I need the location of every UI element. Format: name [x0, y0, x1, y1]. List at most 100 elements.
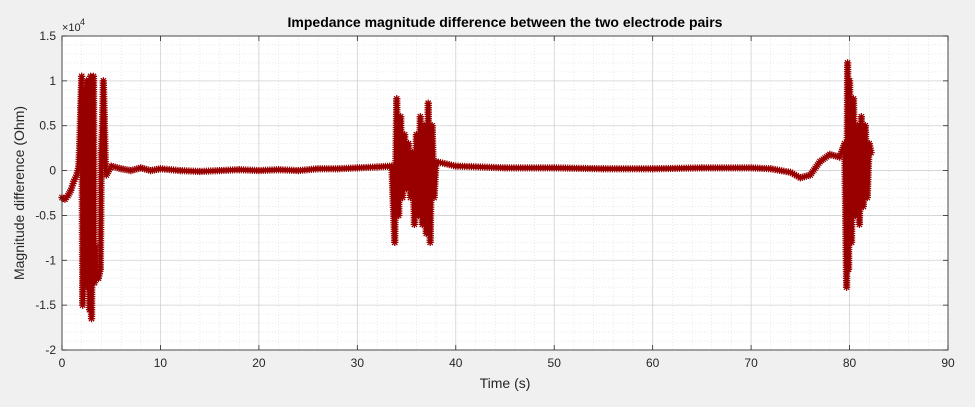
- x-tick-label: 90: [941, 356, 955, 370]
- data-point: [861, 122, 869, 130]
- data-point: [235, 166, 243, 174]
- data-point: [176, 166, 184, 175]
- data-point: [395, 211, 403, 220]
- data-point: [424, 99, 432, 107]
- data-point: [117, 165, 125, 173]
- data-point: [215, 166, 224, 175]
- data-point: [430, 193, 438, 202]
- x-tick-label: 30: [351, 356, 365, 370]
- data-point: [100, 113, 108, 121]
- data-point: [826, 150, 834, 159]
- x-tick-label: 40: [449, 356, 463, 370]
- data-point: [314, 165, 322, 173]
- data-point: [432, 158, 440, 166]
- plot-area: [62, 36, 948, 350]
- x-tick-label: 60: [646, 356, 660, 370]
- data-point: [388, 162, 396, 170]
- data-point: [865, 140, 873, 148]
- x-tick-label: 20: [252, 356, 266, 370]
- data-point: [84, 95, 93, 103]
- data-point: [841, 140, 849, 148]
- data-point: [599, 165, 608, 173]
- data-point: [274, 166, 283, 174]
- y-tick-label: 1: [49, 74, 56, 88]
- x-tick-labels: 0 10 20 30 40 50 60 70 80 90: [59, 356, 955, 370]
- data-point: [196, 167, 204, 176]
- data-point: [87, 315, 96, 323]
- data-point: [796, 174, 804, 182]
- data-point: [649, 165, 657, 173]
- data-point: [410, 220, 419, 228]
- data-point: [851, 211, 860, 220]
- data-point: [76, 140, 84, 148]
- y-tick-label: -0.5: [35, 208, 56, 222]
- data-segment: [698, 164, 753, 172]
- data-point: [863, 193, 871, 202]
- data-point: [397, 113, 405, 121]
- data-segment: [649, 164, 704, 173]
- data-point: [85, 306, 94, 314]
- x-tick-label: 0: [59, 356, 66, 370]
- data-point: [83, 77, 91, 85]
- data-point: [80, 274, 88, 282]
- x-tick-label: 10: [154, 356, 168, 370]
- x-tick-label: 80: [843, 356, 857, 370]
- y-multiplier-label: ×10: [62, 22, 81, 34]
- data-point: [393, 95, 401, 103]
- data-marks: [58, 59, 875, 323]
- data-point: [849, 95, 858, 103]
- data-point: [294, 166, 302, 175]
- data-point: [859, 202, 867, 211]
- y-tick-label: 0.5: [39, 119, 56, 133]
- data-point: [97, 149, 105, 157]
- x-axis-label: Time (s): [480, 375, 531, 391]
- data-point: [89, 72, 98, 80]
- y-multiplier-exponent: 4: [80, 17, 85, 27]
- data-point: [767, 165, 775, 173]
- chart-title: Impedance magnitude difference between t…: [288, 14, 723, 30]
- data-point: [99, 77, 107, 85]
- data-point: [98, 122, 106, 130]
- data-point: [416, 113, 424, 121]
- axis-ticks: [61, 35, 949, 351]
- data-point: [836, 153, 844, 161]
- data-point: [91, 243, 100, 251]
- data-point: [847, 238, 856, 246]
- data-point: [418, 220, 426, 228]
- data-point: [806, 171, 814, 179]
- x-tick-label: 50: [548, 356, 562, 370]
- data-point: [408, 149, 417, 157]
- data-point: [255, 166, 263, 175]
- y-tick-label: 0: [49, 164, 56, 178]
- data-point: [698, 164, 706, 172]
- data-point: [96, 265, 104, 273]
- data-point: [127, 166, 135, 175]
- data-point: [412, 131, 420, 139]
- data-point: [107, 162, 115, 170]
- x-tick-label: 70: [744, 356, 758, 370]
- data-point: [845, 77, 854, 85]
- data-point: [64, 192, 72, 200]
- data-point: [786, 168, 795, 176]
- data-point: [855, 220, 863, 228]
- y-tick-label: -1: [45, 253, 56, 267]
- data-point: [77, 104, 85, 112]
- data-point: [83, 283, 92, 291]
- data-point: [147, 166, 155, 175]
- data-point: [78, 72, 86, 80]
- data-point: [550, 164, 558, 172]
- data-point: [353, 164, 361, 172]
- data-point: [406, 193, 415, 202]
- data-point: [334, 165, 342, 173]
- data-point: [101, 158, 109, 166]
- data-point: [404, 140, 413, 148]
- data-point: [426, 238, 434, 246]
- data-point: [816, 158, 824, 166]
- data-point: [414, 211, 422, 220]
- data-point: [373, 163, 381, 171]
- data-segment: [102, 164, 114, 179]
- data-point: [156, 165, 165, 173]
- data-segment: [99, 77, 108, 119]
- data-point: [70, 177, 78, 185]
